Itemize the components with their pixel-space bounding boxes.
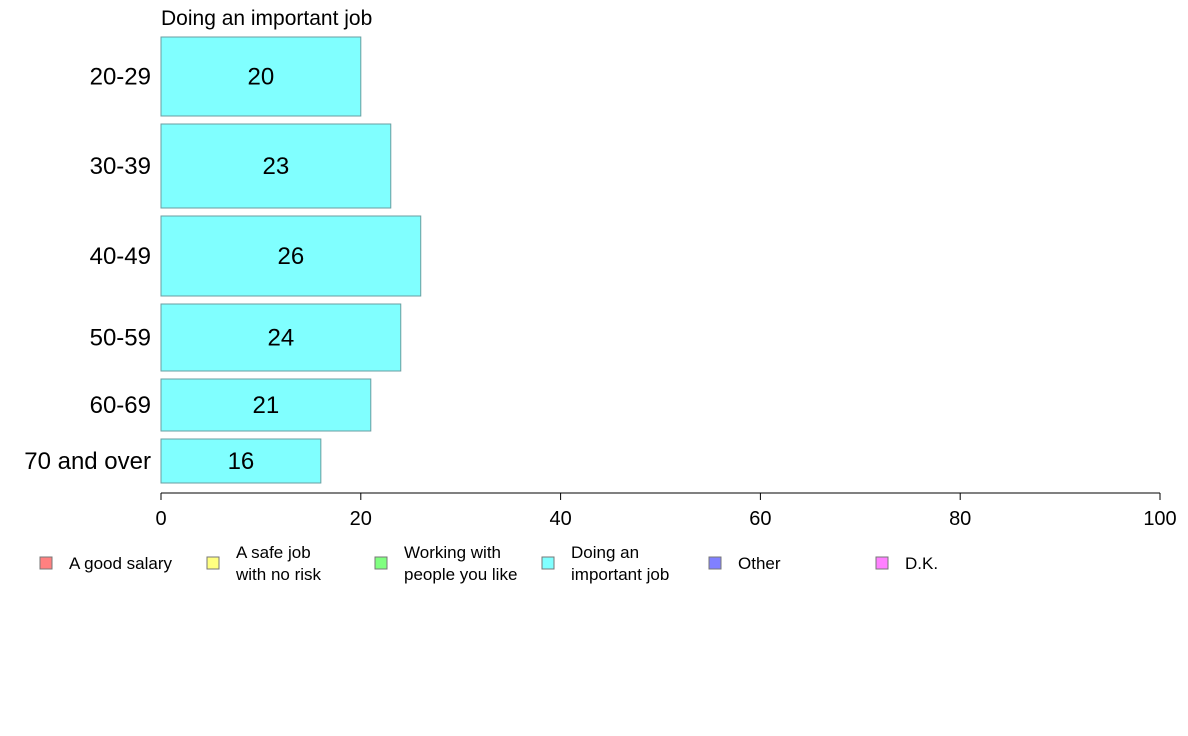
bar-value-label: 21 <box>253 392 280 419</box>
legend-item: Working with people you like <box>374 543 517 584</box>
bar-value-label: 20 <box>248 64 275 91</box>
x-tick-label: 60 <box>749 508 771 530</box>
legend-label: important job <box>571 565 669 584</box>
category-label: 30-39 <box>90 153 151 180</box>
bar-value-label: 16 <box>228 448 255 475</box>
legend-item: A safe job with no risk <box>206 543 322 584</box>
bar-value-label: 26 <box>278 243 305 270</box>
bar-20-29 <box>160 36 362 117</box>
x-tick-label: 0 <box>155 508 166 530</box>
x-tick-label: 20 <box>350 508 372 530</box>
bar-70-and-over <box>160 438 322 484</box>
bar-value-label: 23 <box>263 153 290 180</box>
legend-label: D.K. <box>905 554 938 573</box>
legend-swatch <box>541 556 555 570</box>
bar-60-69 <box>160 378 372 432</box>
legend-item: A good salary <box>39 554 173 573</box>
x-tick-label: 80 <box>949 508 971 530</box>
legend-label: A good salary <box>69 554 173 573</box>
legend-item: Doing an important job <box>541 543 669 584</box>
category-label: 60-69 <box>90 392 151 419</box>
legend-swatch <box>206 556 220 570</box>
legend: A good salary A safe job with no risk Worki… <box>39 543 938 584</box>
legend-swatch <box>708 556 722 570</box>
legend-item: D.K. <box>875 554 938 573</box>
legend-label: A safe job <box>236 543 311 562</box>
bar-value-label: 24 <box>268 325 295 352</box>
x-tick-label: 100 <box>1143 508 1176 530</box>
bars-group: 20 20-29 23 30-39 26 40-49 24 50-59 21 60-69 16 70 … <box>24 36 422 484</box>
category-label: 70 and over <box>24 448 151 475</box>
legend-label: Doing an <box>571 543 639 562</box>
category-label: 20-29 <box>90 64 151 91</box>
legend-swatch <box>39 556 53 570</box>
chart-title: Doing an important job <box>161 7 372 30</box>
bar-30-39 <box>160 123 392 209</box>
category-label: 40-49 <box>90 243 151 270</box>
legend-label: Working with <box>404 543 501 562</box>
legend-item: Other <box>708 554 781 573</box>
bar-50-59 <box>160 303 402 372</box>
x-axis: 0 20 40 60 80 100 <box>155 492 1177 530</box>
bar-40-49 <box>160 215 422 297</box>
legend-label: people you like <box>404 565 517 584</box>
legend-swatch <box>875 556 889 570</box>
category-label: 50-59 <box>90 325 151 352</box>
legend-label: Other <box>738 554 781 573</box>
legend-label: with no risk <box>235 565 322 584</box>
legend-swatch <box>374 556 388 570</box>
x-tick-label: 40 <box>549 508 571 530</box>
